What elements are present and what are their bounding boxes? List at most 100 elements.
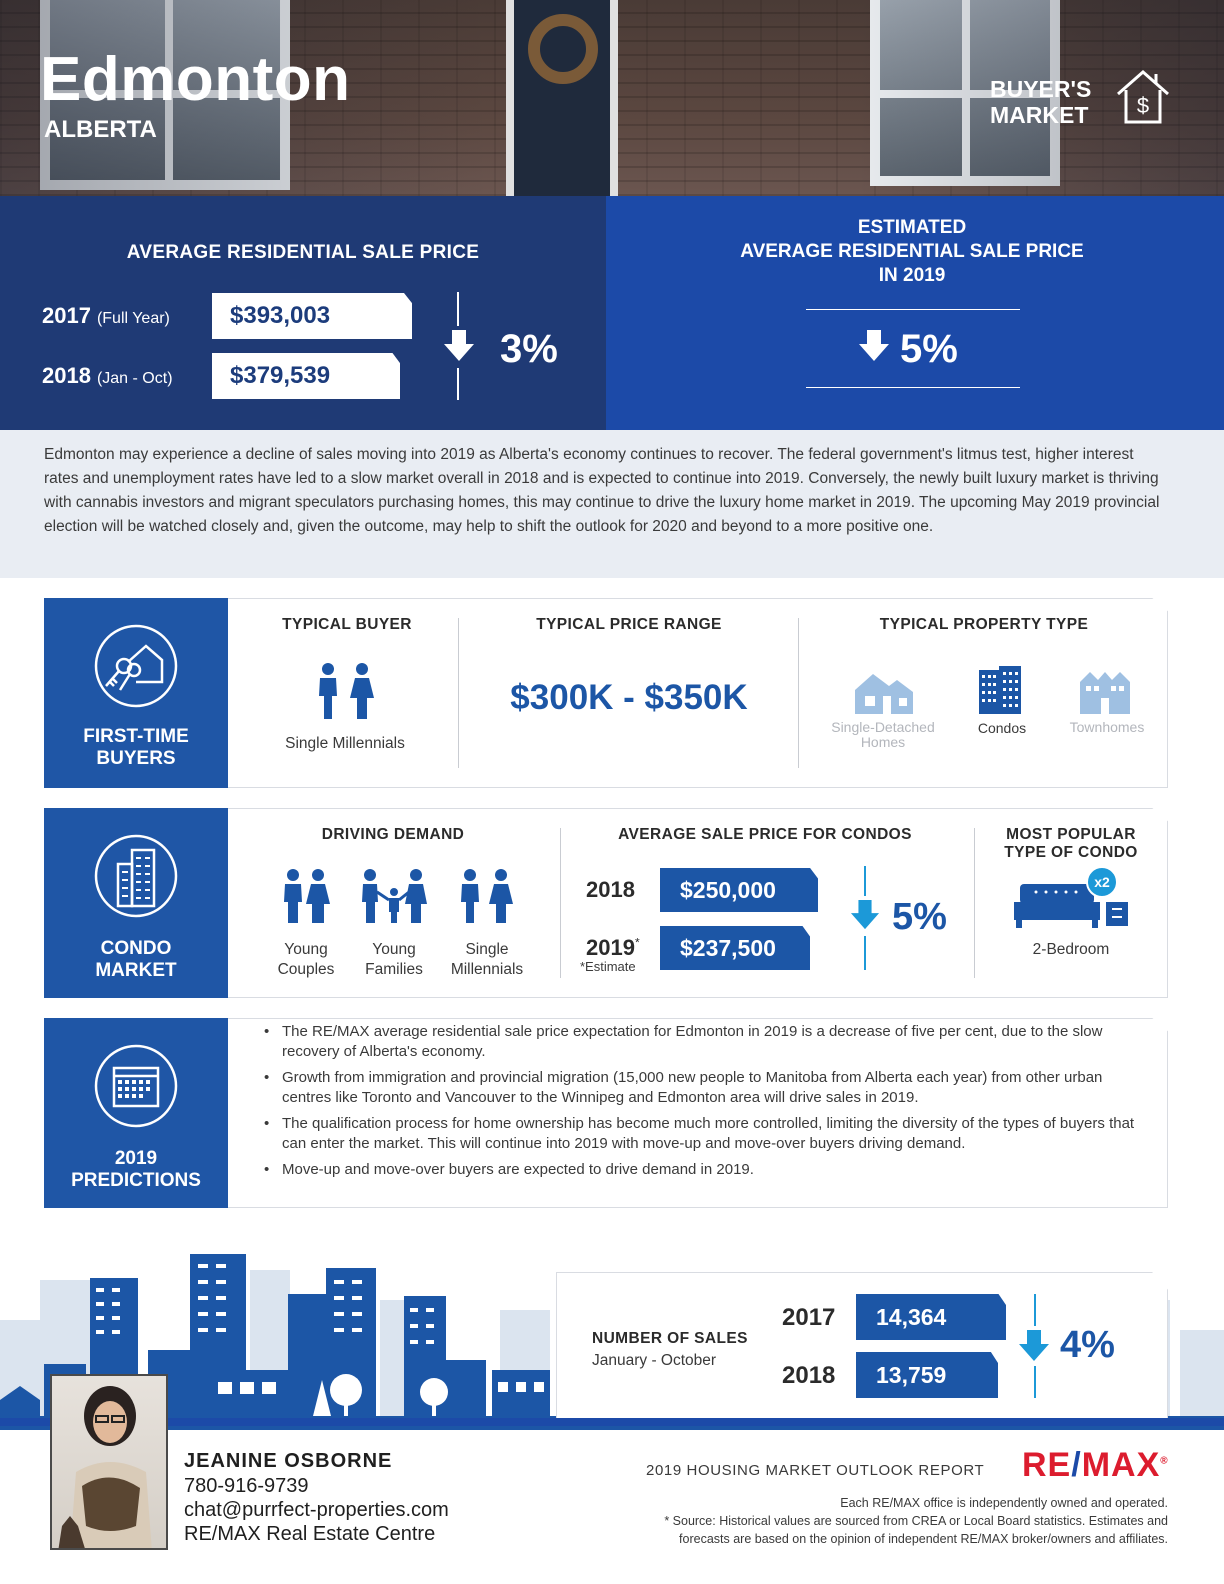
prediction-item: The RE/MAX average residential sale pric… <box>262 1022 1142 1062</box>
single-detached-label-line1: Single-Detached <box>831 719 935 735</box>
price-range-heading: TYPICAL PRICE RANGE <box>536 616 722 633</box>
svg-text:$: $ <box>1137 93 1149 118</box>
first-time-tab: FIRST-TIME BUYERS <box>44 598 228 788</box>
column-divider <box>798 618 799 768</box>
avg-price-year-2018: 2018 (Jan - Oct) <box>42 363 173 388</box>
x2-badge: x2 <box>1086 866 1118 898</box>
typical-buyer-heading: TYPICAL BUYER <box>282 616 412 633</box>
divider-bottom <box>1034 1366 1036 1398</box>
divider-top <box>457 292 459 326</box>
condo-year-2019: 2019* <box>586 935 640 960</box>
single-millennials-icon <box>461 869 513 923</box>
bed-icon <box>1014 884 1128 928</box>
sales-change: 4% <box>1060 1324 1115 1366</box>
condo-tab: CONDO MARKET <box>44 808 228 998</box>
column-divider <box>974 828 975 978</box>
intro-section: Edmonton may experience a decline of sal… <box>0 430 1224 578</box>
typical-buyer-label: Single Millennials <box>285 735 405 752</box>
predictions-tab-line2: PREDICTIONS <box>71 1170 201 1191</box>
prediction-item: Move-up and move-over buyers are expecte… <box>262 1160 1142 1180</box>
divider-bottom <box>457 368 459 400</box>
column-divider <box>560 828 561 978</box>
agent-photo <box>50 1374 168 1550</box>
sales-year-2017: 2017 <box>782 1304 836 1331</box>
divider-top <box>864 866 866 896</box>
driving-demand-heading: DRIVING DEMAND <box>321 826 465 843</box>
popular-condo-label: 2-Bedroom <box>1032 941 1110 958</box>
disclaimer-forecast: forecasts are based on the opinion of in… <box>679 1532 1168 1546</box>
condo-year-2018: 2018 <box>586 877 635 902</box>
young-couples-icon <box>284 869 330 923</box>
down-arrow-icon <box>850 900 880 930</box>
single-detached-label-line2: Homes <box>860 734 906 750</box>
estimate-heading-line2: AVERAGE RESIDENTIAL SALE PRICE <box>740 241 1084 262</box>
single-detached-icon <box>855 674 913 714</box>
right-window <box>870 0 1060 186</box>
down-arrow-icon <box>1019 1330 1049 1361</box>
agent-office: RE/MAX Real Estate Centre <box>184 1523 436 1545</box>
young-couples-label: Young Couples <box>266 940 346 980</box>
first-time-tab-label: FIRST-TIME BUYERS <box>44 726 228 770</box>
agent-email[interactable]: chat@purrfect-properties.com <box>184 1499 449 1521</box>
market-tag-line1: BUYER'S <box>990 76 1092 102</box>
estimate-heading-line3: IN 2019 <box>878 265 946 286</box>
agent-portrait <box>58 1386 152 1548</box>
house-keys-icon <box>94 624 178 708</box>
single-millennials-line1: Single <box>465 941 509 958</box>
young-couples-line2: Couples <box>277 961 335 978</box>
young-families-icon <box>362 869 427 923</box>
single-detached-label: Single-Detached Homes <box>820 720 946 750</box>
sales-2018-value: 13,759 <box>856 1352 998 1398</box>
remax-logo-right: MAX <box>1081 1446 1161 1484</box>
young-families-line2: Families <box>365 961 423 978</box>
predictions-tab-label: 2019 PREDICTIONS <box>44 1148 228 1192</box>
remax-logo-mark: ® <box>1160 1455 1169 1467</box>
condo-tab-line2: MARKET <box>95 960 177 981</box>
estimate-heading-line1: ESTIMATED <box>857 217 967 238</box>
predictions-list: The RE/MAX average residential sale pric… <box>262 1022 1142 1186</box>
estimate-panel <box>606 196 1224 430</box>
city-title: Edmonton <box>40 45 351 114</box>
condo-price-2019: $237,500 <box>660 926 810 970</box>
condo-estimate-note: *Estimate <box>580 959 636 974</box>
sales-subtitle: January - October <box>592 1352 717 1369</box>
report-title: 2019 HOUSING MARKET OUTLOOK REPORT <box>646 1462 985 1479</box>
house-dollar-icon: $ <box>1117 70 1169 124</box>
hero-shade <box>0 0 1224 196</box>
left-window <box>40 0 290 190</box>
price-range-value: $300K - $350K <box>510 678 748 717</box>
remax-logo-left: RE <box>1022 1446 1072 1484</box>
townhomes-icon <box>1080 672 1130 714</box>
condo-card <box>44 808 1168 998</box>
avg-price-change: 3% <box>500 327 558 371</box>
agent-name: JEANINE OSBORNE <box>184 1450 393 1472</box>
sales-year-2018: 2018 <box>782 1362 836 1389</box>
condo-price-heading: AVERAGE SALE PRICE FOR CONDOS <box>618 826 912 843</box>
single-millennials-line2: Millennials <box>450 961 524 978</box>
remax-logo: RE/MAX® <box>1022 1446 1169 1485</box>
disclaimer-independent: Each RE/MAX office is independently owne… <box>840 1496 1168 1510</box>
intro-paragraph: Edmonton may experience a decline of sal… <box>44 446 1160 535</box>
avg-price-heading: AVERAGE RESIDENTIAL SALE PRICE <box>126 242 480 263</box>
agent-phone[interactable]: 780-916-9739 <box>184 1475 309 1497</box>
hero-photo <box>0 0 1224 196</box>
sales-2017-value: 14,364 <box>856 1294 1006 1340</box>
single-millennials-label: Single Millennials <box>442 940 532 980</box>
avg-price-2017-value: $393,003 <box>212 293 412 339</box>
popular-condo-heading-line1: MOST POPULAR <box>1006 826 1136 843</box>
young-families-label: Young Families <box>354 940 434 980</box>
column-divider <box>458 618 459 768</box>
market-tag-line2: MARKET <box>990 102 1089 128</box>
remax-logo-slash: / <box>1071 1446 1082 1484</box>
estimate-rule-top <box>806 309 1020 310</box>
prediction-item: The qualification process for home owner… <box>262 1114 1142 1154</box>
divider-top <box>1034 1294 1036 1326</box>
sales-title: NUMBER OF SALES <box>592 1330 748 1347</box>
estimate-change: 5% <box>900 327 958 371</box>
popular-condo-heading: MOST POPULAR TYPE OF CONDO <box>980 826 1162 862</box>
estimate-rule-bottom <box>806 387 1020 388</box>
condo-price-2018: $250,000 <box>660 868 818 912</box>
disclaimer-source: * Source: Historical values are sourced … <box>664 1514 1168 1528</box>
popular-condo-heading-line2: TYPE OF CONDO <box>1004 844 1138 861</box>
condos-label: Condos <box>977 720 1027 736</box>
